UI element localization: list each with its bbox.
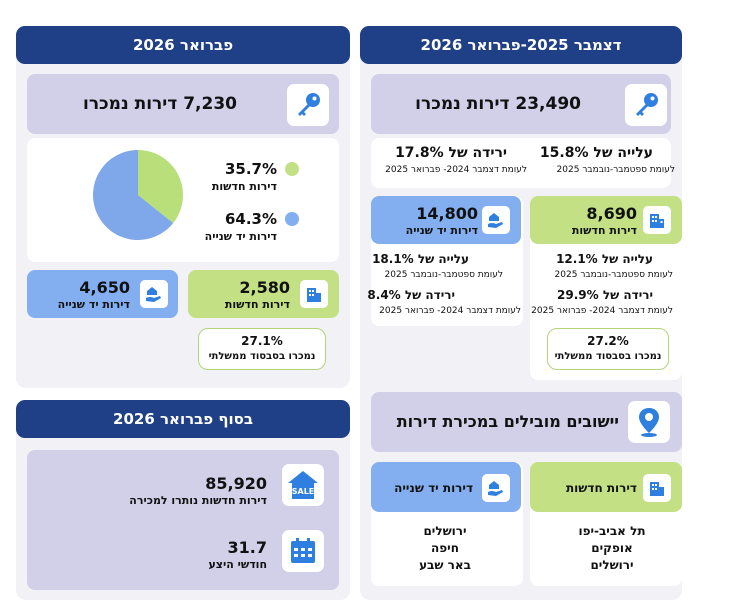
end-months-label: חודשי היצע xyxy=(208,558,267,571)
leading-title: יישובים מובילים במכירת דירות xyxy=(396,412,619,431)
key-icon xyxy=(287,84,329,126)
left-new-value: 2,580 xyxy=(239,278,290,297)
leading-new-city-3: ירושלים xyxy=(590,558,634,572)
right-header-title: דצמבר 2025-פברואר 2026 xyxy=(420,36,622,54)
right-used-rise-title: עלייה של 18.1% xyxy=(372,252,469,266)
location-pin-icon xyxy=(628,401,670,443)
calendar-icon xyxy=(282,530,324,572)
end-unsold-label: דירות חדשות נותרו למכירה xyxy=(129,494,267,507)
left-new-subsidy-label: נמכרו בסבסוד ממשלתי xyxy=(208,351,316,362)
right-new-subsidy-value: 27.2% xyxy=(587,334,629,348)
right-drop-sub: לעומת דצמבר 2024- פברואר 2025 xyxy=(385,165,527,175)
sale-house-icon: SALE xyxy=(282,464,324,506)
left-new-label: דירות חדשות xyxy=(224,298,290,311)
right-used-label: דירות יד שנייה xyxy=(405,224,478,237)
left-sold-total: 7,230 דירות נמכרו xyxy=(82,94,237,114)
pie-card xyxy=(27,138,339,262)
right-drop-title: ירידה של 17.8% xyxy=(395,145,507,161)
right-rise-sub: לעומת ספטמבר-נובמבר 2025 xyxy=(556,165,675,175)
hand-house-icon xyxy=(482,206,510,234)
pie-slice-new xyxy=(138,150,183,224)
right-used-rise-sub: לעומת ספטמבר-נובמבר 2025 xyxy=(384,270,503,280)
right-rise-title: עלייה של 15.8% xyxy=(539,145,653,161)
right-new-subsidy-label: נמכרו בסבסוד ממשלתי xyxy=(554,351,662,362)
key-icon xyxy=(625,84,667,126)
hand-house-icon xyxy=(482,474,510,502)
leading-new-label: דירות חדשות xyxy=(565,481,637,495)
right-new-label: דירות חדשות xyxy=(571,224,637,237)
end-header-title: בסוף פברואר 2026 xyxy=(113,410,253,428)
left-header: פברואר 2026 xyxy=(16,26,350,64)
left-used-label: דירות יד שנייה xyxy=(57,298,130,311)
building-icon xyxy=(643,206,671,234)
left-used-value: 4,650 xyxy=(79,278,130,297)
leading-used-label: דירות יד שנייה xyxy=(394,481,473,495)
right-sold-total: 23,490 דירות נמכרו xyxy=(415,94,581,114)
building-icon xyxy=(643,474,671,502)
right-sold-total-card xyxy=(371,74,671,134)
leading-used-city-2: חיפה xyxy=(431,541,459,555)
pie-slice-used xyxy=(93,150,174,240)
legend-used-dot xyxy=(285,212,299,226)
legend-new-label: דירות חדשות xyxy=(211,180,277,193)
hand-house-icon xyxy=(140,280,168,308)
right-new-value: 8,690 xyxy=(586,204,637,223)
right-used-drop-title: ירידה של 8.4% xyxy=(367,288,455,302)
right-new-drop-sub: לעומת דצמבר 2024- פברואר 2025 xyxy=(531,306,673,316)
pie-chart xyxy=(93,150,183,240)
left-header-title: פברואר 2026 xyxy=(132,36,234,54)
end-unsold-value: 85,920 xyxy=(205,474,267,493)
legend-used-pct: 64.3% xyxy=(224,210,277,228)
legend-new-dot xyxy=(285,162,299,176)
right-new-rise-sub: לעומת ספטמבר-נובמבר 2025 xyxy=(554,270,673,280)
left-new-subsidy-value: 27.1% xyxy=(241,334,283,348)
end-header: בסוף פברואר 2026 xyxy=(16,400,350,438)
leading-new-city-1: תל אביב-יפו xyxy=(578,524,646,538)
building-icon xyxy=(300,280,328,308)
right-new-subsidy: 27.2% נמכרו בסבסוד ממשלתי xyxy=(547,328,669,370)
right-header: דצמבר 2025-פברואר 2026 xyxy=(360,26,682,64)
right-used-drop-sub: לעומת דצמבר 2024- פברואר 2025 xyxy=(379,306,521,316)
right-new-rise-title: עלייה של 12.1% xyxy=(556,252,653,266)
leading-used-city-1: ירושלים xyxy=(423,524,467,538)
right-new-drop-title: ירידה של 29.9% xyxy=(557,288,653,302)
legend-new-pct: 35.7% xyxy=(224,160,277,178)
leading-new-city-2: אופקים xyxy=(591,541,633,555)
legend-used-label: דירות יד שנייה xyxy=(204,230,277,243)
right-used-value: 14,800 xyxy=(416,204,478,223)
end-months-value: 31.7 xyxy=(227,538,267,557)
left-new-subsidy: 27.1% נמכרו בסבסוד ממשלתי xyxy=(198,328,326,370)
svg-text:SALE: SALE xyxy=(292,487,315,496)
right-change-card xyxy=(371,138,671,188)
leading-used-city-3: באר שבע xyxy=(419,558,471,572)
